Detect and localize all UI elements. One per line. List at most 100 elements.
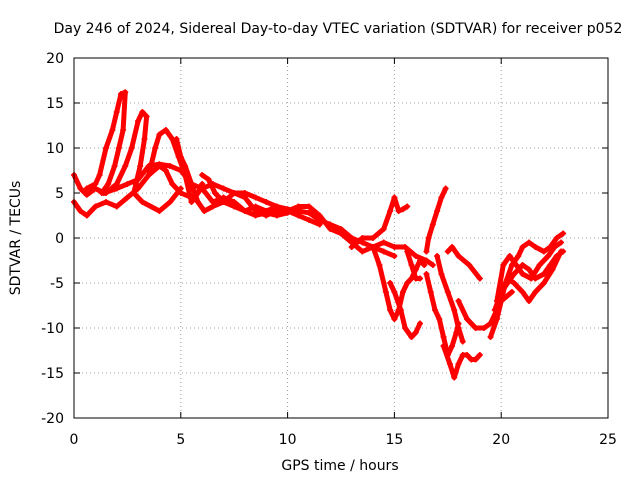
- data-point: [560, 230, 567, 237]
- data-point: [120, 127, 127, 133]
- data-point: [429, 262, 436, 268]
- data-point: [511, 271, 518, 277]
- data-point: [519, 289, 526, 295]
- data-point: [519, 262, 526, 268]
- data-point: [92, 181, 99, 187]
- y-axis-label: SDTVAR / TECUs: [8, 181, 24, 296]
- data-point: [199, 181, 206, 187]
- x-tick-label: 15: [385, 432, 403, 448]
- data-point: [188, 199, 195, 205]
- data-point: [399, 289, 406, 295]
- data-point: [124, 181, 131, 187]
- data-point: [156, 208, 163, 214]
- data-point: [77, 208, 84, 214]
- data-point: [188, 181, 195, 187]
- data-point: [436, 316, 443, 322]
- data-point: [241, 208, 248, 214]
- series-track-21: [498, 248, 565, 304]
- data-point: [284, 209, 291, 216]
- y-tick-label: 0: [55, 231, 64, 247]
- series-track-10: [387, 280, 424, 340]
- data-point: [263, 199, 270, 205]
- data-point: [391, 244, 398, 250]
- data-point: [380, 226, 387, 232]
- x-tick-label: 10: [279, 432, 297, 448]
- data-point: [464, 352, 471, 358]
- data-point: [423, 257, 430, 264]
- data-point: [412, 253, 419, 259]
- data-point: [139, 109, 146, 115]
- data-point: [404, 280, 411, 286]
- data-point: [491, 307, 498, 313]
- data-point: [359, 235, 366, 241]
- data-point: [167, 199, 174, 205]
- data-point: [540, 280, 547, 286]
- data-point: [201, 208, 208, 214]
- data-point: [399, 206, 406, 213]
- data-point: [387, 307, 394, 313]
- chart-title: Day 246 of 2024, Sidereal Day-to-day VTE…: [54, 21, 623, 37]
- data-point: [444, 248, 451, 255]
- data-point: [391, 253, 398, 259]
- data-point: [476, 352, 483, 358]
- data-point: [476, 275, 483, 282]
- data-point: [162, 127, 169, 133]
- data-point: [327, 226, 334, 232]
- data-point: [139, 199, 146, 205]
- data-point: [511, 280, 518, 286]
- data-point: [109, 127, 116, 133]
- data-point: [145, 172, 152, 178]
- data-point: [545, 253, 552, 259]
- data-point: [525, 266, 532, 273]
- data-point: [370, 235, 377, 241]
- data-point: [500, 262, 507, 268]
- series-line: [199, 172, 291, 218]
- data-point: [382, 289, 389, 295]
- data-point: [348, 244, 355, 250]
- data-point: [487, 334, 494, 340]
- data-point: [434, 253, 441, 259]
- data-point: [177, 154, 184, 160]
- data-point: [391, 194, 398, 201]
- data-point: [124, 194, 131, 201]
- series-track-12: [423, 185, 449, 255]
- data-point: [466, 262, 473, 268]
- series-track-3: [83, 89, 129, 196]
- data-point: [209, 203, 216, 210]
- data-point: [440, 334, 447, 340]
- data-point: [434, 208, 441, 214]
- data-point: [449, 244, 456, 250]
- data-point: [455, 253, 462, 259]
- data-point: [442, 185, 449, 192]
- data-point: [220, 185, 227, 192]
- data-point: [137, 163, 144, 169]
- data-point: [305, 217, 312, 223]
- data-point: [177, 185, 184, 192]
- data-point: [438, 194, 445, 201]
- data-point: [472, 356, 479, 363]
- data-point: [156, 131, 163, 138]
- data-point: [444, 289, 451, 295]
- data-point: [493, 298, 500, 304]
- data-point: [455, 298, 462, 304]
- y-tick-label: -10: [41, 321, 64, 337]
- y-tick-label: -5: [50, 276, 64, 292]
- data-point: [169, 181, 176, 187]
- plot-frame: [73, 57, 609, 419]
- data-point: [132, 181, 139, 187]
- data-point: [273, 212, 280, 219]
- data-point: [141, 136, 148, 142]
- data-point: [252, 212, 259, 219]
- data-point: [519, 244, 526, 250]
- data-point: [404, 248, 411, 255]
- data-point: [504, 275, 511, 282]
- y-tick-label: 10: [46, 141, 64, 157]
- data-point: [451, 307, 458, 313]
- data-point: [376, 262, 383, 268]
- data-point: [464, 316, 471, 322]
- x-tick-label: 5: [176, 432, 185, 448]
- data-point: [359, 248, 366, 255]
- data-point: [182, 163, 189, 169]
- data-point: [316, 221, 323, 228]
